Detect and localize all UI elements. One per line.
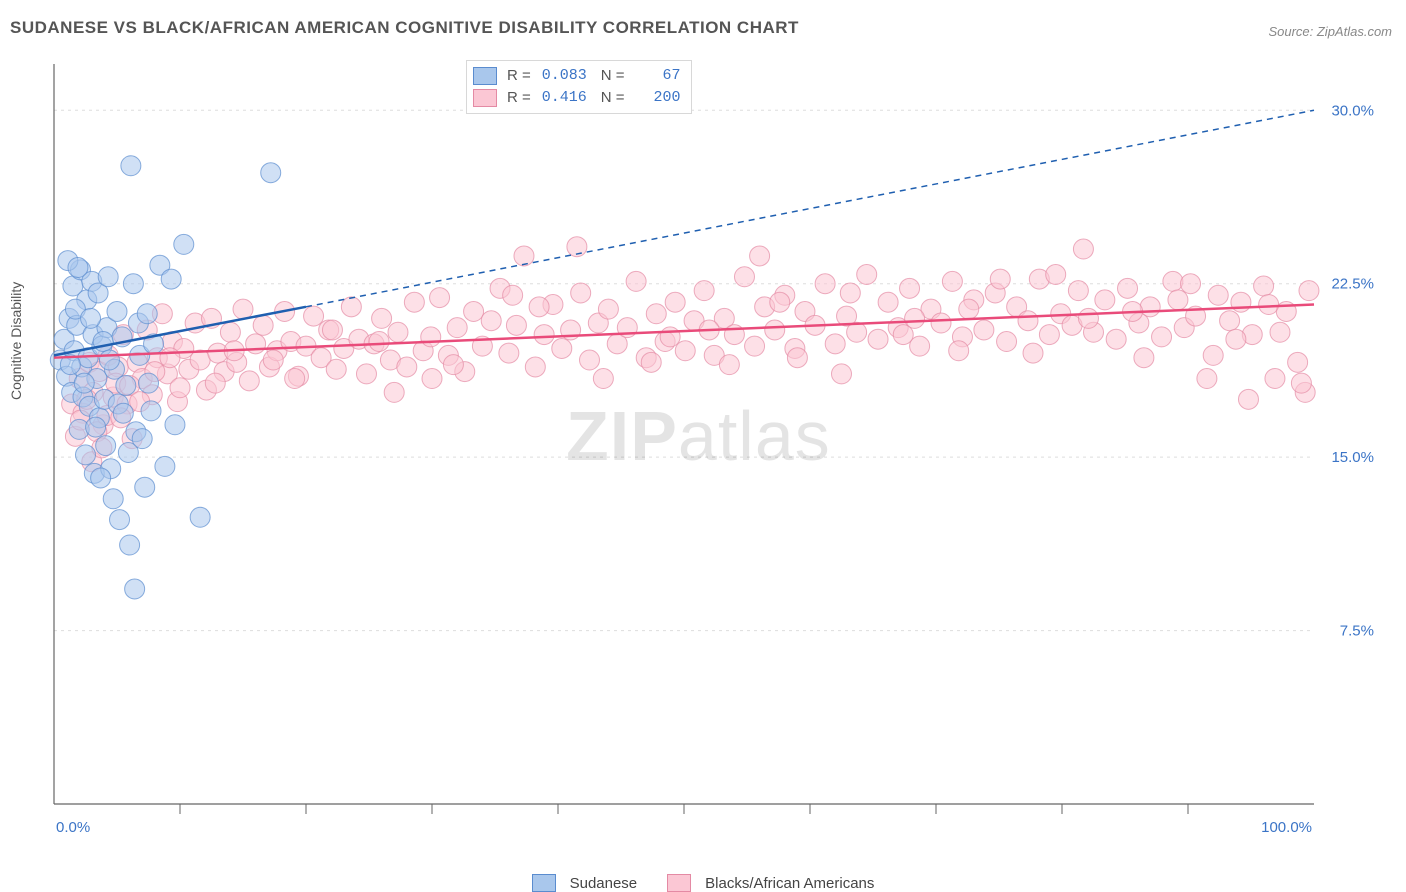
r-label: R = bbox=[507, 65, 531, 87]
plot-area: 7.5%15.0%22.5%30.0%0.0%100.0% ZIPatlas R… bbox=[46, 56, 1386, 836]
n-value-blue: 67 bbox=[629, 65, 681, 87]
r-label: R = bbox=[507, 87, 531, 109]
legend-item-pink: Blacks/African Americans bbox=[667, 874, 874, 892]
swatch-pink bbox=[667, 874, 691, 892]
n-label: N = bbox=[601, 87, 625, 109]
svg-text:7.5%: 7.5% bbox=[1340, 623, 1374, 640]
r-value-pink: 0.416 bbox=[535, 87, 587, 109]
svg-text:0.0%: 0.0% bbox=[56, 819, 90, 836]
n-label: N = bbox=[601, 65, 625, 87]
scatter-chart-svg: 7.5% 15.0% 22.5% 30.0% 0.0% 100.0% bbox=[46, 56, 1386, 836]
swatch-pink bbox=[473, 89, 497, 107]
stats-legend: R = 0.083 N = 67 R = 0.416 N = 200 bbox=[466, 60, 692, 114]
swatch-blue bbox=[473, 67, 497, 85]
legend-item-blue: Sudanese bbox=[532, 874, 638, 892]
swatch-blue bbox=[532, 874, 556, 892]
svg-text:15.0%: 15.0% bbox=[1331, 449, 1374, 466]
svg-text:30.0%: 30.0% bbox=[1331, 102, 1374, 119]
n-value-pink: 200 bbox=[629, 87, 681, 109]
source-attribution: Source: ZipAtlas.com bbox=[1268, 24, 1392, 39]
y-axis-label: Cognitive Disability bbox=[8, 282, 24, 400]
svg-text:22.5%: 22.5% bbox=[1331, 276, 1374, 293]
legend-label-blue: Sudanese bbox=[570, 875, 638, 892]
bottom-legend: Sudanese Blacks/African Americans bbox=[0, 874, 1406, 892]
stats-row-blue: R = 0.083 N = 67 bbox=[473, 65, 681, 87]
chart-title: SUDANESE VS BLACK/AFRICAN AMERICAN COGNI… bbox=[10, 18, 799, 38]
r-value-blue: 0.083 bbox=[535, 65, 587, 87]
stats-row-pink: R = 0.416 N = 200 bbox=[473, 87, 681, 109]
legend-label-pink: Blacks/African Americans bbox=[705, 875, 874, 892]
svg-text:100.0%: 100.0% bbox=[1261, 819, 1312, 836]
